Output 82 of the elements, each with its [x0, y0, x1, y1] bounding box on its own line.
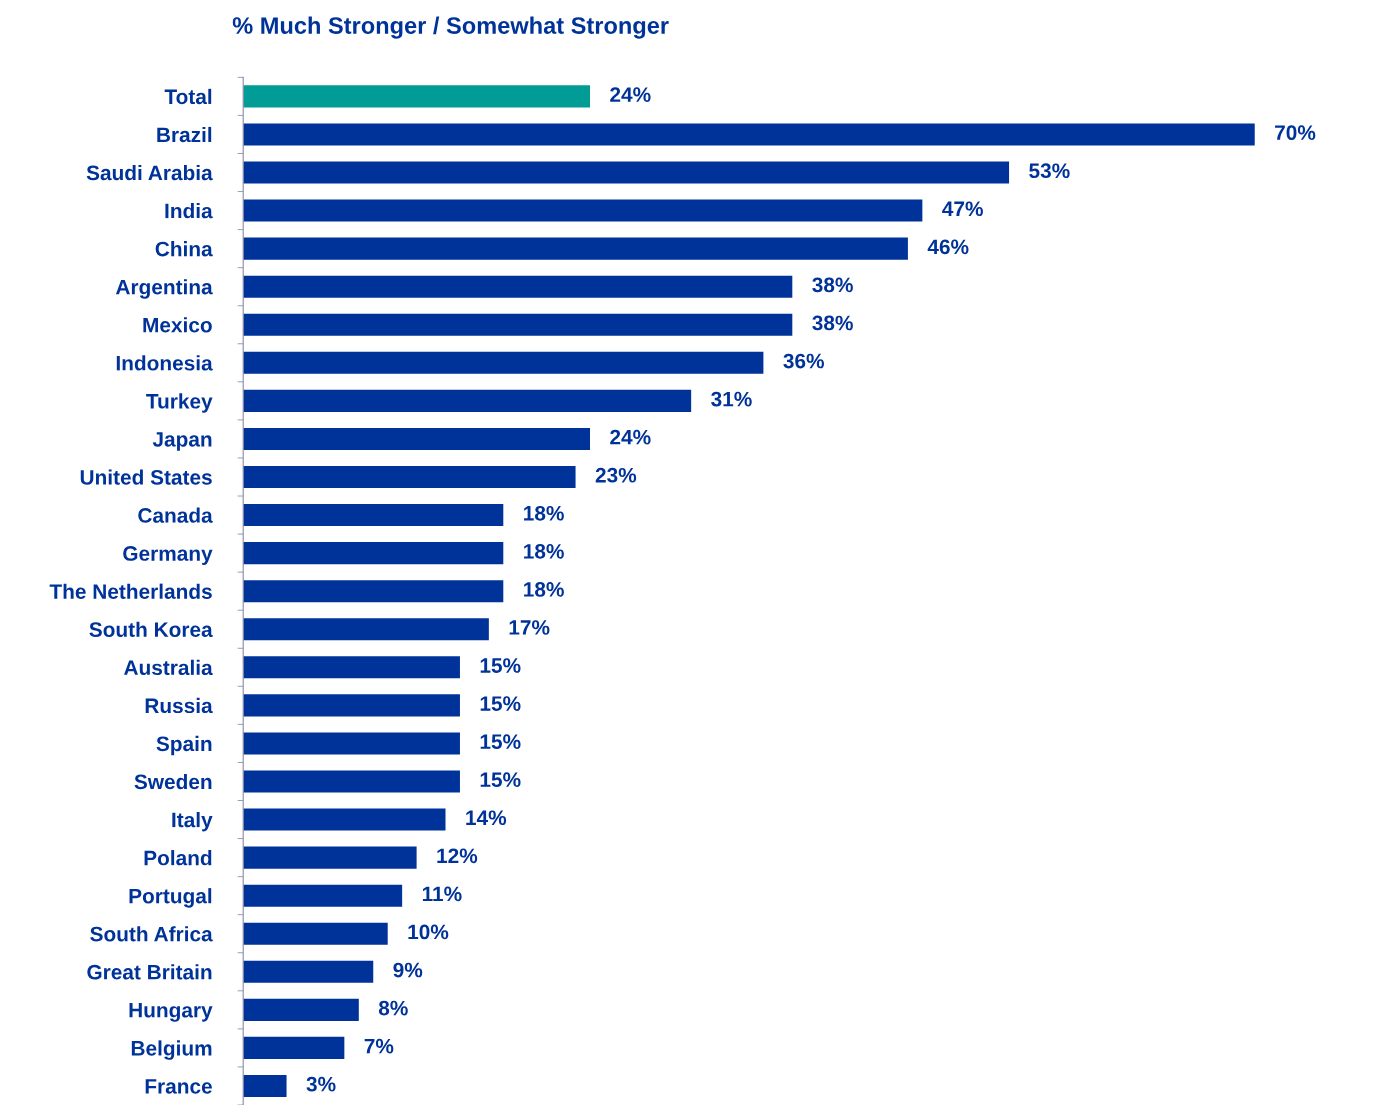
- y-tick-label: Portugal: [129, 888, 212, 908]
- y-tick-label: Saudi Arabia: [86, 164, 213, 181]
- data-label: 53%: [1029, 163, 1070, 179]
- y-tick-label: Sweden: [134, 773, 212, 790]
- bar: [243, 580, 504, 603]
- data-label: 18%: [524, 582, 564, 597]
- y-tick-label: Italy: [172, 811, 213, 832]
- bar: [243, 199, 923, 222]
- data-label: 38%: [812, 315, 853, 331]
- data-label: 46%: [927, 239, 969, 255]
- data-label: 70%: [1275, 125, 1316, 141]
- bar: [243, 846, 417, 869]
- data-label: 3%: [306, 1076, 336, 1092]
- data-label: 18%: [524, 543, 564, 559]
- data-label: 36%: [783, 353, 824, 369]
- bar: [243, 275, 793, 298]
- data-label: 12%: [437, 848, 478, 864]
- bar: [243, 85, 591, 108]
- y-tick-label: Great Britain: [87, 964, 212, 980]
- y-tick-label: Russia: [145, 697, 213, 714]
- data-label: 31%: [711, 391, 752, 407]
- y-tick-label: Argentina: [115, 279, 213, 299]
- y-tick-label: India: [165, 203, 213, 219]
- data-label: 9%: [393, 962, 423, 978]
- bar: [243, 694, 460, 717]
- bar: [243, 161, 1010, 184]
- data-label: 24%: [610, 87, 651, 102]
- y-tick-label: Canada: [138, 507, 213, 523]
- bar: [243, 884, 403, 907]
- bar: [243, 1074, 287, 1098]
- y-tick-label: United States: [80, 469, 212, 485]
- bar: [243, 922, 388, 945]
- y-tick-label: Belgium: [131, 1040, 212, 1060]
- data-label: 38%: [812, 277, 853, 293]
- bar: [243, 770, 460, 793]
- data-label: 47%: [942, 201, 983, 217]
- data-label: 14%: [466, 810, 507, 826]
- bar: [243, 960, 374, 983]
- bar: [243, 998, 359, 1021]
- data-label: 7%: [364, 1038, 394, 1054]
- data-label: 15%: [480, 658, 521, 673]
- chart-title: % Much Stronger / Somewhat Stronger: [232, 16, 669, 39]
- bar: [243, 656, 460, 679]
- y-tick-label: Total: [164, 88, 212, 105]
- bar: [243, 465, 576, 489]
- y-tick-label: Germany: [123, 546, 213, 565]
- bar: [243, 237, 908, 260]
- y-tick-label: South Korea: [89, 621, 213, 637]
- bar: [243, 313, 793, 336]
- y-tick-label: China: [155, 241, 213, 257]
- bar: [243, 123, 1255, 146]
- bar: [243, 427, 591, 450]
- y-tick-label: Australia: [124, 659, 213, 676]
- data-label: 15%: [480, 734, 521, 750]
- bar: [243, 351, 764, 374]
- y-tick-label: Japan: [152, 432, 212, 451]
- data-label: 10%: [408, 924, 449, 940]
- data-label: 11%: [422, 886, 462, 902]
- data-label: 17%: [509, 620, 550, 635]
- y-tick-label: Brazil: [157, 126, 212, 143]
- bar: [243, 542, 504, 565]
- bar: [243, 504, 504, 527]
- y-tick-label: Mexico: [143, 317, 212, 333]
- bar: [243, 389, 692, 412]
- data-label: 24%: [610, 429, 651, 445]
- data-label: 8%: [378, 1000, 408, 1016]
- y-tick-label: Hungary: [129, 1003, 213, 1022]
- data-label: 15%: [480, 772, 521, 788]
- data-label: 15%: [480, 696, 521, 711]
- y-tick-label: Spain: [156, 735, 212, 756]
- data-label: 18%: [524, 505, 564, 521]
- y-tick-label: France: [145, 1079, 212, 1094]
- y-tick-label: The Netherlands: [49, 583, 212, 599]
- data-label: 23%: [595, 467, 637, 483]
- bar: [243, 1036, 345, 1059]
- y-tick-label: South Africa: [90, 926, 213, 942]
- bar: [243, 618, 489, 641]
- y-tick-label: Poland: [144, 850, 212, 866]
- bar: [243, 732, 460, 755]
- bar: [243, 808, 446, 831]
- y-tick-label: Turkey: [146, 393, 213, 413]
- y-tick-label: Indonesia: [116, 355, 213, 371]
